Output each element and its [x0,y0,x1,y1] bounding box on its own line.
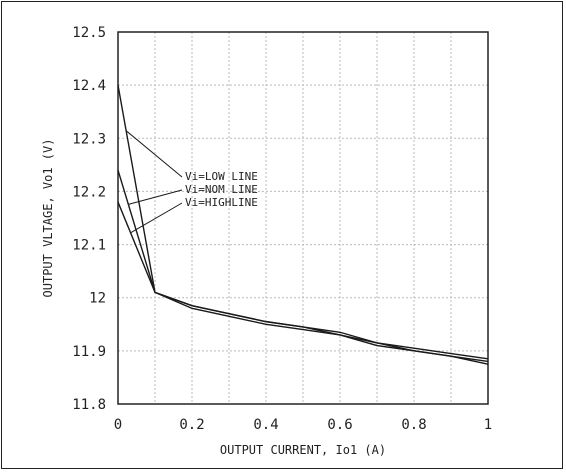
x-axis-title: OUTPUT CURRENT, Io1 (A) [220,443,386,457]
x-tick-label: 0.4 [253,417,278,433]
y-tick-label: 12.1 [72,238,106,254]
legend-leader-line [125,130,183,178]
y-tick-label: 12.2 [72,184,106,200]
legend-entry: Vi=LOW LINE [185,170,258,183]
y-tick-label: 12 [89,291,106,307]
y-tick-label: 12.4 [72,78,106,94]
series-lines [117,85,489,365]
plot-area [117,31,489,405]
x-tick-label: 0 [114,417,122,433]
y-axis-title: OUTPUT VLTAGE, Vo1 (V) [41,139,55,298]
legend-leader-line [128,189,183,205]
grid [118,32,488,404]
y-tick-labels: 11.8 11.9 12 12.1 12.2 12.3 12.4 12.5 [72,25,106,413]
series-line-3 [117,201,489,360]
x-tick-label: 1 [484,417,492,433]
x-tick-label: 0.2 [179,417,204,433]
legend-leader-line [130,202,183,234]
y-tick-label: 12.3 [72,131,106,147]
y-tick-label: 12.5 [72,25,106,41]
y-tick-label: 11.8 [72,397,106,413]
y-tick-label: 11.9 [72,344,106,360]
x-tick-label: 0.8 [401,417,426,433]
legend-entry: Vi=NOM LINE [185,183,258,196]
x-tick-labels: 0 0.2 0.4 0.6 0.8 1 [114,417,492,433]
legend-entry: Vi=HIGHLINE [185,196,258,209]
x-tick-label: 0.6 [327,417,352,433]
